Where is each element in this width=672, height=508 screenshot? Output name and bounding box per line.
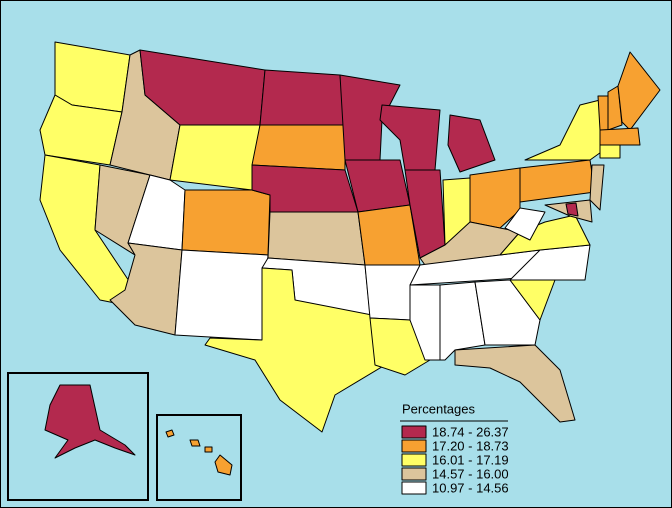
- state: [599, 127, 641, 146]
- legend-label: 16.01 - 17.19: [432, 452, 509, 467]
- state: [599, 144, 621, 159]
- state: [357, 204, 421, 266]
- state: [251, 124, 346, 171]
- legend-label: 14.57 - 16.00: [432, 466, 509, 481]
- legend-swatch: [401, 453, 427, 467]
- legend-swatch: [401, 425, 427, 439]
- legend-label: 10.97 - 14.56: [432, 480, 509, 495]
- state: [44, 384, 136, 459]
- legend-label: 18.74 - 26.37: [432, 424, 509, 439]
- state: [169, 124, 261, 191]
- legend-label: 17.20 - 18.73: [432, 438, 509, 453]
- state: [454, 344, 576, 423]
- legend-swatch: [401, 439, 427, 453]
- state: [189, 439, 201, 447]
- state: [165, 429, 175, 438]
- state: [474, 279, 541, 346]
- state: [589, 164, 605, 211]
- state: [214, 454, 233, 476]
- state: [339, 74, 401, 161]
- state: [469, 167, 521, 229]
- state: [174, 249, 269, 341]
- legend-title: Percentages: [402, 401, 475, 416]
- state: [181, 189, 271, 256]
- state: [267, 211, 366, 266]
- state: [617, 51, 661, 131]
- state: [607, 85, 623, 131]
- legend-swatch: [401, 481, 427, 495]
- state: [447, 114, 496, 173]
- hawaii-inset: [156, 414, 242, 501]
- state: [204, 446, 213, 453]
- state: [565, 202, 579, 217]
- state: [409, 284, 441, 361]
- legend-swatch: [401, 467, 427, 481]
- state: [204, 267, 386, 433]
- state: [259, 69, 346, 126]
- states: [39, 41, 661, 433]
- state: [504, 207, 546, 241]
- state: [597, 95, 609, 131]
